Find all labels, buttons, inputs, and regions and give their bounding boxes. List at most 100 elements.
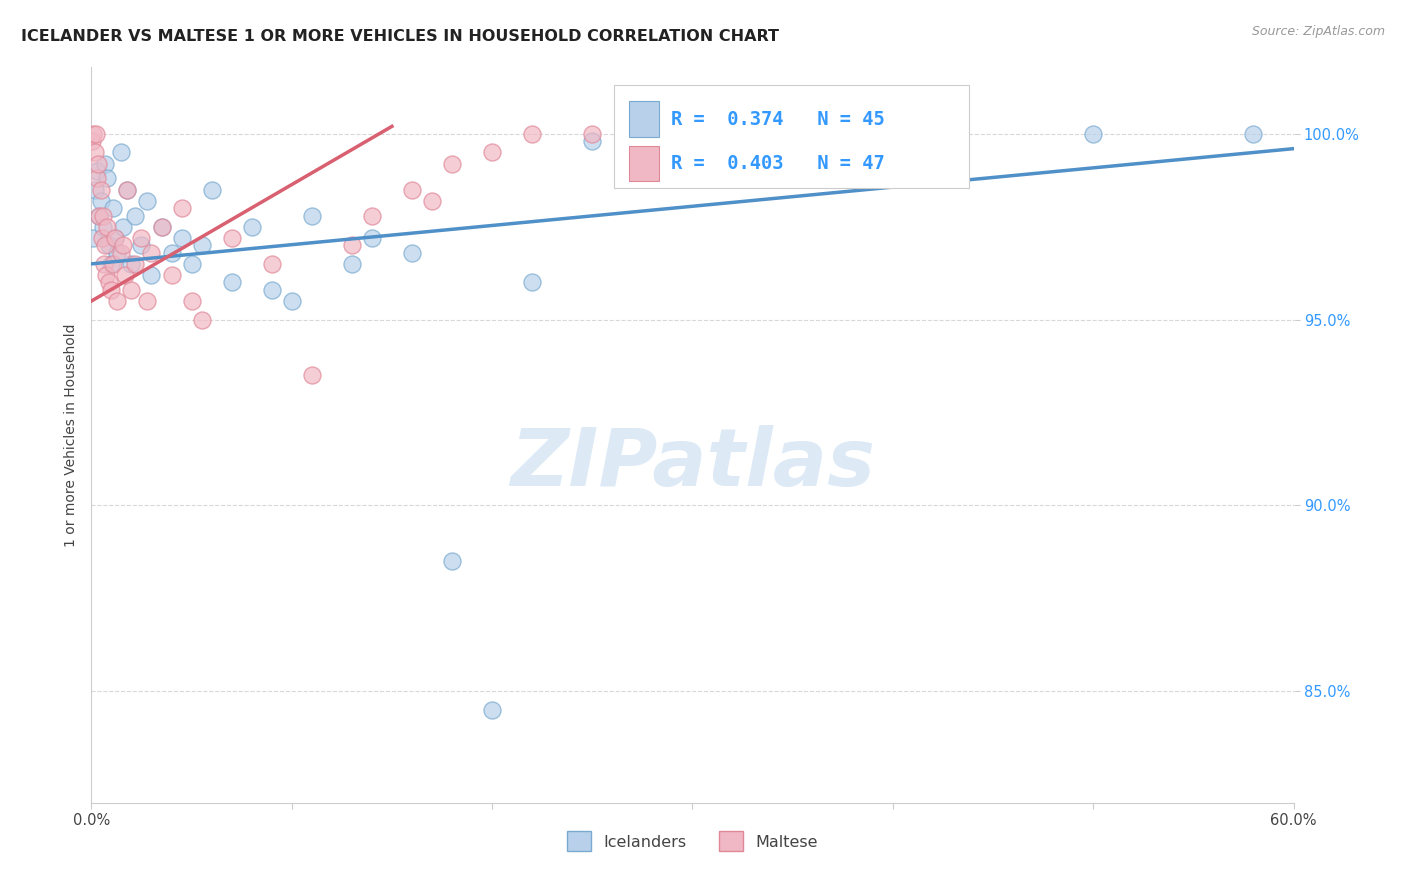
Point [441, 156, 464, 170]
Point [86, 171, 108, 186]
Text: R =  0.374   N = 45: R = 0.374 N = 45 [671, 110, 884, 128]
Point [301, 368, 323, 383]
Point [240, 219, 263, 234]
Point [136, 194, 159, 208]
Point [90, 194, 112, 208]
Point [114, 268, 136, 282]
Point [87, 156, 110, 170]
Point [621, 127, 644, 141]
Point [96, 268, 118, 282]
Point [1243, 127, 1265, 141]
Point [190, 312, 212, 326]
Point [112, 238, 135, 252]
Point [136, 293, 159, 308]
Point [401, 182, 423, 196]
Point [93, 257, 115, 271]
Point [160, 268, 183, 282]
Point [221, 276, 243, 290]
Point [922, 134, 945, 148]
Point [221, 231, 243, 245]
Point [150, 219, 173, 234]
Point [90, 182, 112, 196]
Point [301, 209, 323, 223]
Point [100, 283, 122, 297]
Point [520, 127, 543, 141]
Point [93, 209, 115, 223]
Point [131, 231, 153, 245]
Point [141, 268, 163, 282]
Point [124, 257, 146, 271]
Point [96, 219, 118, 234]
Point [103, 257, 125, 271]
Point [124, 209, 146, 223]
Point [441, 554, 464, 568]
Text: R =  0.403   N = 47: R = 0.403 N = 47 [671, 153, 884, 173]
Point [481, 703, 503, 717]
Point [131, 238, 153, 252]
Point [782, 127, 804, 141]
Point [94, 156, 117, 170]
Point [180, 257, 202, 271]
Point [103, 201, 125, 215]
Point [170, 231, 193, 245]
Bar [628, 102, 659, 136]
Point [86, 164, 108, 178]
Point [82, 134, 104, 148]
Point [260, 257, 283, 271]
Text: ICELANDER VS MALTESE 1 OR MORE VEHICLES IN HOUSEHOLD CORRELATION CHART: ICELANDER VS MALTESE 1 OR MORE VEHICLES … [21, 29, 779, 44]
Point [104, 231, 127, 245]
Point [190, 238, 212, 252]
Point [340, 257, 363, 271]
Point [110, 245, 132, 260]
Point [581, 127, 603, 141]
Point [121, 283, 143, 297]
Point [180, 293, 202, 308]
Point [481, 145, 503, 160]
Point [121, 257, 143, 271]
Point [721, 145, 744, 160]
Point [94, 238, 117, 252]
Point [89, 209, 111, 223]
Point [86, 127, 108, 141]
Point [117, 182, 139, 196]
Point [340, 238, 363, 252]
Text: Source: ZipAtlas.com: Source: ZipAtlas.com [1251, 25, 1385, 38]
Point [96, 171, 118, 186]
Point [141, 245, 163, 260]
Point [104, 231, 127, 245]
Point [150, 219, 173, 234]
Bar [614, 86, 969, 188]
Legend: Icelanders, Maltese: Icelanders, Maltese [561, 825, 824, 857]
Point [821, 127, 844, 141]
Point [112, 219, 135, 234]
Point [82, 231, 104, 245]
Point [107, 245, 129, 260]
Point [93, 219, 115, 234]
Point [82, 127, 104, 141]
Point [401, 245, 423, 260]
Text: ZIPatlas: ZIPatlas [510, 425, 875, 503]
Point [91, 231, 114, 245]
Y-axis label: 1 or more Vehicles in Household: 1 or more Vehicles in Household [63, 323, 77, 547]
Point [117, 182, 139, 196]
Point [107, 293, 129, 308]
Point [98, 238, 121, 252]
Point [360, 231, 382, 245]
Point [281, 293, 304, 308]
Point [681, 127, 703, 141]
Point [84, 182, 107, 196]
Point [1083, 127, 1105, 141]
Point [110, 145, 132, 160]
Point [89, 209, 111, 223]
Point [160, 245, 183, 260]
Point [520, 276, 543, 290]
Point [360, 209, 382, 223]
Point [100, 257, 122, 271]
Point [641, 127, 664, 141]
Point [581, 134, 603, 148]
Bar [628, 145, 659, 181]
Point [84, 145, 107, 160]
Point [170, 201, 193, 215]
Point [98, 276, 121, 290]
Point [201, 182, 224, 196]
